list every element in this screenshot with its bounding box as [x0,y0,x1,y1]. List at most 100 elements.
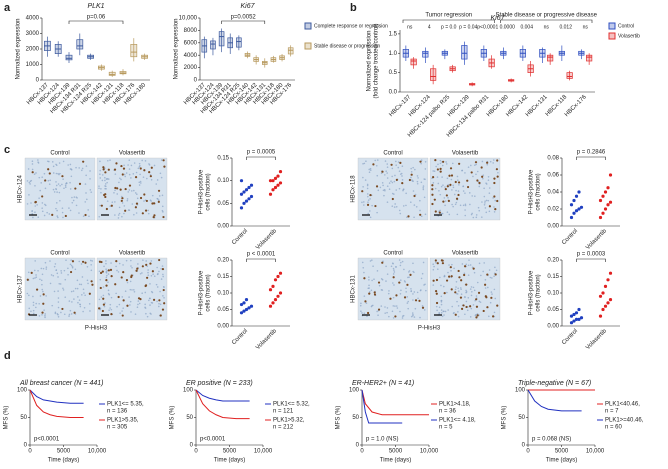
nucleus [461,263,464,265]
survival-curve [29,389,84,418]
point [239,179,244,183]
x-tick-label: 10,000 [586,449,605,455]
nucleus [365,302,368,304]
nucleus [412,314,414,317]
nucleus [49,260,51,262]
nucleus [417,177,419,179]
stained-nucleus [496,175,499,178]
stained-nucleus [120,164,123,168]
nucleus [100,296,103,298]
point [577,190,581,194]
nucleus [153,275,156,277]
nucleus [464,209,466,211]
nucleus [62,216,64,219]
nucleus [366,183,369,186]
nucleus [455,280,458,283]
nucleus [121,310,123,312]
point [247,185,251,190]
chart-title: Triple-negative (N = 67) [518,380,591,387]
nucleus [35,274,37,276]
nucleus [158,195,161,197]
nucleus [483,195,486,198]
nucleus [54,312,57,315]
nucleus [133,189,135,192]
stained-nucleus [431,202,434,206]
stained-nucleus [122,271,125,274]
nucleus [478,300,481,303]
panel-label: b [350,2,357,14]
nucleus [142,259,144,261]
x-tick-label: Control [231,328,249,346]
nucleus [451,189,453,191]
nucleus [451,203,453,206]
nucleus [53,191,56,193]
nucleus [407,307,409,310]
y-tick-label: 0.15 [217,274,229,280]
point [242,301,246,305]
nucleus [395,160,397,163]
point [276,174,280,178]
stained-nucleus [419,160,422,163]
nucleus [130,259,132,262]
group-bracket [402,19,495,23]
stained-nucleus [413,194,416,198]
point [242,201,246,205]
column-label: Volasertib [119,251,146,257]
nucleus [368,171,371,174]
nucleus [402,188,405,190]
nucleus [156,197,159,200]
nucleus [432,268,435,271]
point [572,211,576,215]
stained-nucleus [469,305,472,308]
nucleus [459,287,462,289]
x-tick-label: 5000 [57,449,71,455]
x-tick-label: Volasertib [255,328,278,351]
stained-nucleus [48,172,51,175]
nucleus [70,290,73,293]
nucleus [392,282,394,284]
nucleus [487,286,489,289]
nucleus [480,274,482,277]
p-label: 4 [428,24,431,30]
nucleus [493,211,496,213]
nucleus [469,264,472,266]
nucleus [448,264,450,266]
y-axis-label: MFS (%) [502,406,508,430]
stained-nucleus [158,299,161,302]
nucleus [27,271,30,274]
nucleus [405,291,408,293]
nucleus [130,164,133,167]
nucleus [41,288,44,291]
nucleus [121,296,124,298]
bracket [68,20,124,24]
nucleus [63,187,65,190]
stained-nucleus [475,316,478,319]
nucleus [407,300,409,303]
nucleus [474,195,476,198]
nucleus [486,163,489,166]
nucleus [468,192,471,194]
nucleus [139,173,141,176]
nucleus [59,199,61,202]
stained-nucleus [480,166,483,169]
nucleus [135,171,138,174]
nucleus [64,184,67,187]
nucleus [41,210,44,213]
stained-nucleus [448,275,451,278]
nucleus [411,180,414,182]
nucleus [476,281,479,284]
nucleus [399,310,401,313]
nucleus [31,168,34,171]
nucleus [452,186,455,189]
stained-nucleus [126,304,129,307]
nucleus [48,160,50,163]
y-tick-label: 0.00 [547,324,559,330]
nucleus [460,288,462,291]
nucleus [492,197,494,199]
stained-nucleus [450,174,454,177]
nucleus [386,185,389,187]
stained-nucleus [61,307,64,311]
point [598,198,603,203]
stained-nucleus [395,294,398,297]
y-tick-label: 0.02 [547,207,559,213]
